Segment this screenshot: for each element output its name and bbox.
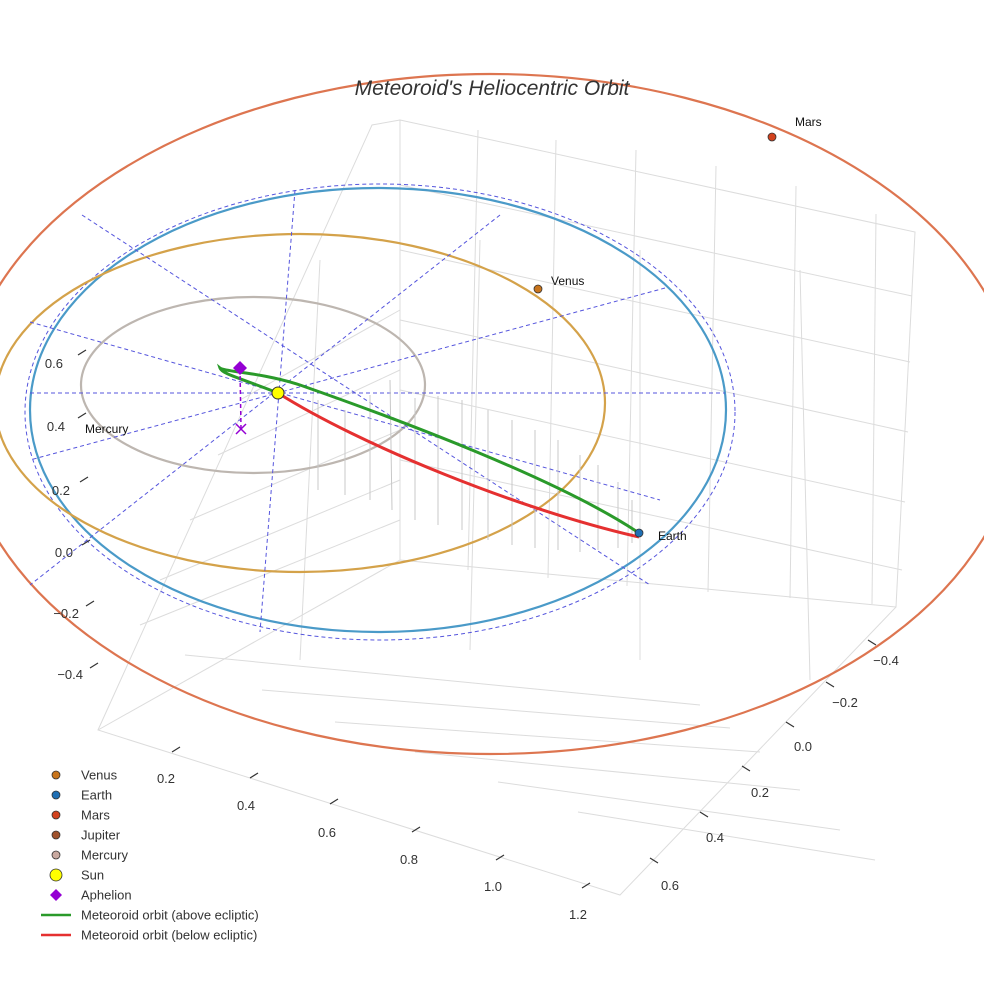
x-tick: 0.8: [400, 852, 418, 867]
meteoroid-orbit: [216, 363, 640, 539]
legend-label: Jupiter: [81, 828, 121, 843]
earth-point: [634, 528, 644, 538]
legend-marker: [51, 790, 61, 800]
legend-item[interactable]: Mars: [51, 808, 110, 823]
legend-item[interactable]: Sun: [49, 868, 104, 883]
legend: Venus Earth Mars Jupiter Mercury Sun Aphelion M…: [41, 768, 259, 943]
z-tick: 0.0: [55, 545, 73, 560]
legend-item[interactable]: Earth: [51, 788, 112, 803]
label-mars: Mars: [795, 115, 822, 129]
legend-marker: [51, 810, 61, 820]
z-tick: −0.4: [57, 667, 83, 682]
label-venus: Venus: [551, 274, 584, 288]
legend-item[interactable]: Meteoroid orbit (below ecliptic): [41, 928, 257, 943]
legend-item[interactable]: Venus: [51, 768, 118, 783]
drop-lines: [317, 379, 633, 552]
legend-label: Venus: [81, 768, 118, 783]
x-tick: 0.6: [318, 825, 336, 840]
earth-orbit: [28, 186, 728, 634]
z-tick: 0.4: [47, 419, 65, 434]
legend-label: Meteoroid orbit (below ecliptic): [81, 928, 257, 943]
x-tick: 0.2: [157, 771, 175, 786]
legend-marker: [51, 830, 61, 840]
sun-point: [271, 386, 285, 400]
aphelion-projection-x: [235, 423, 247, 435]
aphelion-point: [233, 361, 247, 375]
y-tick: −0.2: [832, 695, 858, 710]
x-tick: 1.2: [569, 907, 587, 922]
grid-box: [97, 119, 916, 896]
legend-label: Sun: [81, 868, 104, 883]
mercury-orbit: [79, 295, 427, 475]
legend-marker: [51, 770, 61, 780]
legend-marker: [49, 868, 63, 882]
x-axis: 0.2 0.4 0.6 0.8 1.0 1.2: [157, 746, 591, 922]
legend-item[interactable]: Aphelion: [50, 888, 132, 903]
y-tick: 0.4: [706, 830, 724, 845]
legend-marker: [51, 850, 61, 860]
projection-lines: [29, 189, 725, 633]
planet-orbits: [0, 73, 984, 755]
venus-point: [533, 284, 543, 294]
legend-item[interactable]: Meteoroid orbit (above ecliptic): [41, 908, 259, 923]
mars-point: [767, 132, 777, 142]
legend-item[interactable]: Mercury: [51, 848, 128, 863]
chart-title: Meteoroid's Heliocentric Orbit: [355, 77, 631, 100]
markers: [233, 132, 777, 538]
legend-label: Mars: [81, 808, 110, 823]
meteoroid-orbit-below: [277, 391, 640, 539]
meteoroid-orbit-above: [216, 363, 640, 535]
y-tick: 0.6: [661, 878, 679, 893]
z-tick: −0.2: [53, 606, 79, 621]
x-tick: 0.4: [237, 798, 255, 813]
y-tick: 0.2: [751, 785, 769, 800]
z-tick: 0.6: [45, 356, 63, 371]
planet-labels: Mars Venus Earth Mercury: [85, 115, 822, 543]
z-tick: 0.2: [52, 483, 70, 498]
legend-label: Meteoroid orbit (above ecliptic): [81, 908, 259, 923]
legend-marker: [50, 889, 62, 901]
label-mercury: Mercury: [85, 422, 128, 436]
label-earth: Earth: [658, 529, 687, 543]
earth-orbit-projection: [24, 183, 736, 641]
venus-orbit: [0, 232, 607, 574]
x-tick: 1.0: [484, 879, 502, 894]
mars-orbit: [0, 73, 984, 755]
legend-label: Earth: [81, 788, 112, 803]
y-axis: −0.4 −0.2 0.0 0.2 0.4 0.6: [649, 639, 899, 893]
legend-label: Mercury: [81, 848, 128, 863]
legend-label: Aphelion: [81, 888, 132, 903]
y-tick: 0.0: [794, 739, 812, 754]
legend-item[interactable]: Jupiter: [51, 828, 121, 843]
z-axis: 0.6 0.4 0.2 0.0 −0.2 −0.4: [45, 349, 99, 682]
y-tick: −0.4: [873, 653, 899, 668]
aphelion-drop-line: [239, 368, 242, 429]
